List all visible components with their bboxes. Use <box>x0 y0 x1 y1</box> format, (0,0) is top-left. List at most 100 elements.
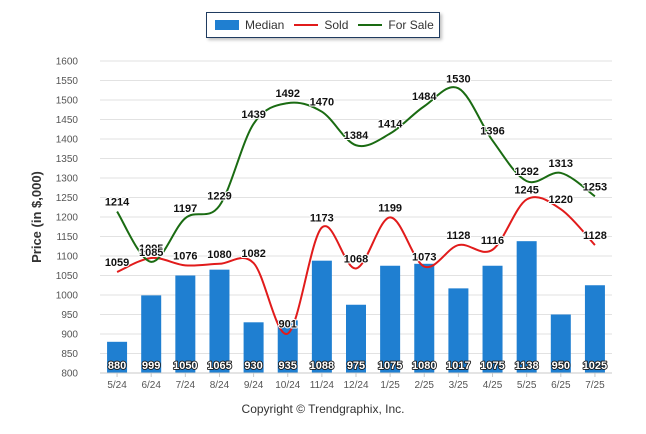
bar-data-label: 1025 <box>583 360 607 372</box>
legend-label-for-sale: For Sale <box>388 18 434 32</box>
legend-item-sold: Sold <box>294 18 348 32</box>
data-label-for-sale: 1470 <box>310 97 334 109</box>
bar-median <box>175 275 196 373</box>
y-tick-label: 1300 <box>56 174 79 185</box>
y-tick-label: 950 <box>61 310 78 321</box>
x-tick-label: 7/24 <box>176 380 196 391</box>
y-tick-label: 900 <box>61 330 78 341</box>
data-label-sold: 1073 <box>412 252 436 264</box>
data-label-sold: 1128 <box>583 230 607 242</box>
data-label-for-sale: 1085 <box>139 247 163 259</box>
legend-swatch-median <box>215 20 239 30</box>
data-label-sold: 1076 <box>173 250 197 262</box>
line-sold <box>116 196 596 335</box>
label-layer: 880 999 1050 1065 930 935 1088 975 1075 1080 1017 1… <box>104 72 608 373</box>
bar-data-label: 1050 <box>173 360 197 372</box>
x-tick-label: 4/25 <box>483 380 503 391</box>
bar-median <box>243 322 264 373</box>
y-tick-label: 1600 <box>56 57 79 68</box>
data-label-sold: 1245 <box>514 184 538 196</box>
data-label-for-sale: 1492 <box>275 88 299 100</box>
y-tick-label: 800 <box>61 369 78 380</box>
data-label-for-sale: 1396 <box>480 126 504 138</box>
line-layer <box>116 86 596 335</box>
y-tick-label: 1150 <box>56 232 78 243</box>
x-tick-label: 2/25 <box>415 380 435 391</box>
x-tick-label: 12/24 <box>343 380 368 391</box>
data-label-sold: 901 <box>279 319 297 331</box>
legend-swatch-for-sale <box>358 24 383 26</box>
bar-data-label: 1065 <box>207 360 231 372</box>
data-label-for-sale: 1313 <box>549 158 573 170</box>
bar-median <box>482 265 503 373</box>
bar-data-label: 930 <box>244 360 262 372</box>
bar-layer <box>107 241 605 373</box>
x-tick-label: 10/24 <box>275 380 300 391</box>
legend-label-median: Median <box>245 18 285 32</box>
data-label-for-sale: 1253 <box>583 181 607 193</box>
legend-item-for-sale: For Sale <box>358 18 434 32</box>
bar-median <box>346 304 366 373</box>
bar-data-label: 950 <box>552 360 570 372</box>
bar-median <box>448 288 469 373</box>
bar-median <box>584 285 605 373</box>
y-tick-label: 1550 <box>56 76 79 87</box>
x-tick-label: 1/25 <box>380 380 400 391</box>
data-label-for-sale: 1292 <box>514 166 538 178</box>
legend-swatch-sold <box>294 24 319 26</box>
legend-item-median: Median <box>215 18 284 32</box>
data-label-sold: 1080 <box>207 249 231 261</box>
data-label-sold: 1068 <box>344 253 368 265</box>
x-tick-label: 11/24 <box>310 380 335 391</box>
y-tick-label: 1500 <box>56 96 79 107</box>
bar-data-label: 935 <box>279 360 297 372</box>
x-tick-label: 5/24 <box>107 380 127 391</box>
x-tick-label: 3/25 <box>449 380 469 391</box>
y-tick-label: 1400 <box>56 135 79 146</box>
data-label-for-sale: 1197 <box>173 203 197 215</box>
bar-median <box>141 295 162 373</box>
x-tick-label: 8/24 <box>210 380 230 391</box>
y-axis-title: Price (in $,000) <box>29 171 44 263</box>
data-label-for-sale: 1439 <box>241 109 265 121</box>
data-label-sold: 1116 <box>481 235 504 247</box>
x-tick-label: 6/24 <box>141 380 161 391</box>
data-label-for-sale: 1530 <box>446 73 470 85</box>
y-tick-label: 1050 <box>56 271 79 282</box>
bar-data-label: 1075 <box>480 360 504 372</box>
bar-data-label: 975 <box>347 360 365 372</box>
bar-data-label: 1075 <box>378 360 402 372</box>
data-label-sold: 1173 <box>310 213 334 225</box>
y-tick-label: 1000 <box>56 291 79 302</box>
x-tick-label: 6/25 <box>551 380 571 391</box>
data-label-sold: 1082 <box>241 248 265 260</box>
bar-data-label: 999 <box>142 360 160 372</box>
y-tick-label: 1100 <box>56 252 78 263</box>
bar-data-label: 1138 <box>515 360 539 372</box>
line-for-sale <box>116 86 596 263</box>
y-tick-label: 1200 <box>56 213 79 224</box>
axis-layer: 800 850 900 950 1000 1050 1100 1150 1200 1250 1300… <box>29 57 612 391</box>
data-label-sold: 1059 <box>105 257 129 269</box>
bar-median <box>414 263 435 373</box>
data-label-for-sale: 1484 <box>412 91 437 103</box>
y-tick-label: 850 <box>61 349 78 360</box>
data-label-for-sale: 1384 <box>344 130 369 142</box>
data-label-for-sale: 1414 <box>378 119 403 131</box>
bar-median <box>311 260 332 373</box>
bar-data-label: 880 <box>108 360 126 372</box>
data-label-sold: 1095 <box>139 243 163 255</box>
bar-data-label: 1017 <box>446 360 470 372</box>
x-tick-label: 7/25 <box>585 380 605 391</box>
data-label-for-sale: 1214 <box>105 197 130 209</box>
legend-label-sold: Sold <box>324 18 349 32</box>
y-tick-label: 1350 <box>56 154 79 165</box>
bar-median <box>550 314 571 373</box>
data-label-sold: 1199 <box>378 202 402 214</box>
data-label-sold: 1220 <box>549 194 573 206</box>
bar-median <box>209 269 230 373</box>
data-label-for-sale: 1229 <box>207 191 231 203</box>
bar-data-label: 1088 <box>310 360 334 372</box>
y-tick-label: 1250 <box>56 193 79 204</box>
